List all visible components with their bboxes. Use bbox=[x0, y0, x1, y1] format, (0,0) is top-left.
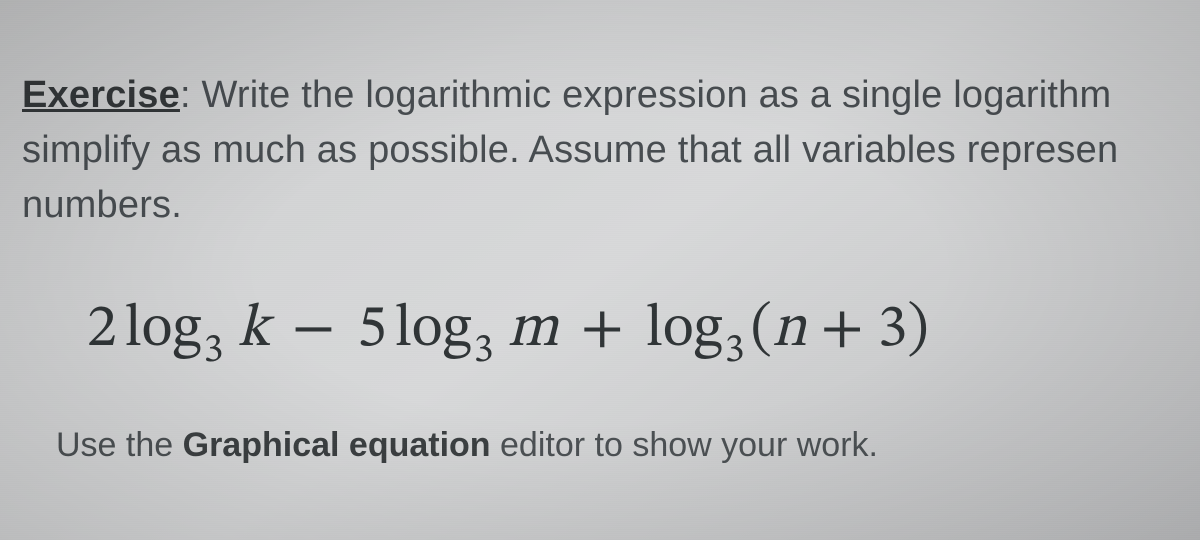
prompt-line1: : Write the logarithmic expression as a … bbox=[180, 74, 1111, 116]
term2-log: log bbox=[395, 293, 472, 368]
exercise-block: Exercise: Write the logarithmic expressi… bbox=[0, 0, 1200, 465]
instruction-pre: Use the bbox=[56, 426, 183, 464]
equation-line: 2 log 3 k − 5 log 3 m + log bbox=[87, 293, 1200, 368]
term1-coef: 2 bbox=[87, 293, 117, 368]
term3-arg-3: 3 bbox=[878, 293, 908, 368]
term3-open: ( bbox=[751, 293, 772, 368]
exercise-label: Exercise bbox=[22, 74, 180, 116]
term-2: 5 log 3 m bbox=[357, 293, 559, 368]
operator-minus: − bbox=[292, 293, 335, 368]
term1-arg: k bbox=[237, 293, 270, 368]
term2-base: 3 bbox=[474, 326, 494, 376]
term3-arg-n: n bbox=[772, 293, 807, 368]
equation: 2 log 3 k − 5 log 3 m + log bbox=[22, 293, 1200, 368]
term2-coef: 5 bbox=[357, 293, 387, 368]
term3-base: 3 bbox=[725, 326, 745, 376]
term-3: log 3 ( n + 3 ) bbox=[646, 293, 929, 368]
prompt-line3: numbers. bbox=[22, 184, 182, 226]
term3-close: ) bbox=[907, 293, 928, 368]
term3-plus: + bbox=[821, 293, 864, 368]
instruction-bold: Graphical equation bbox=[183, 426, 491, 464]
term1-log: log bbox=[125, 293, 202, 368]
prompt-line2: simplify as much as possible. Assume tha… bbox=[22, 129, 1118, 171]
term2-arg: m bbox=[508, 293, 559, 368]
instruction: Use the Graphical equation editor to sho… bbox=[22, 426, 1200, 465]
exercise-prompt: Exercise: Write the logarithmic expressi… bbox=[22, 68, 1200, 233]
term3-log: log bbox=[646, 293, 723, 368]
term-1: 2 log 3 k bbox=[87, 293, 270, 368]
instruction-post: editor to show your work. bbox=[491, 426, 878, 464]
operator-plus: + bbox=[581, 293, 624, 368]
term1-base: 3 bbox=[204, 326, 224, 376]
